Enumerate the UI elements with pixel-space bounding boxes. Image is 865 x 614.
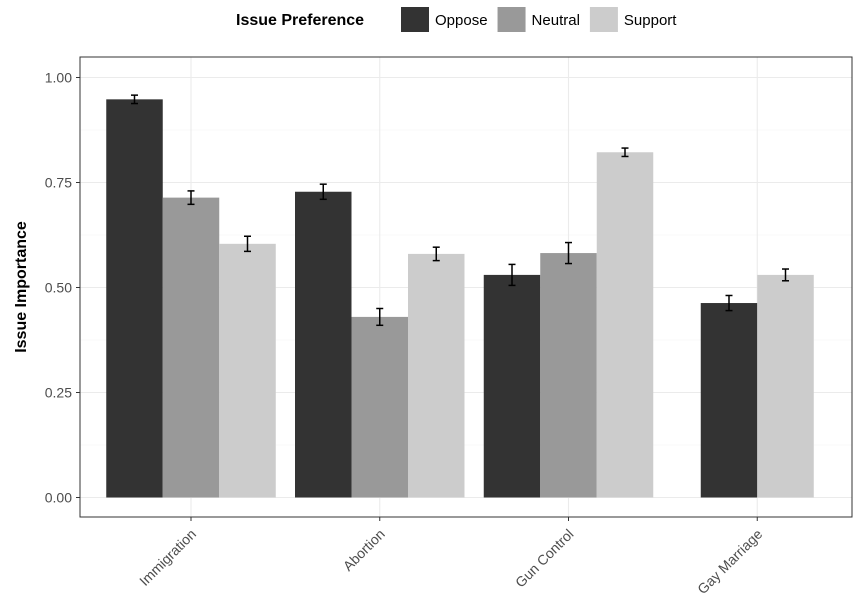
bar-neutral-immigration — [162, 197, 220, 498]
bar-support-gay-marriage — [757, 274, 814, 498]
legend: Issue Preference Oppose Neutral Support — [236, 7, 677, 32]
y-axis: 0.00 0.25 0.50 0.75 1.00 — [45, 70, 80, 506]
legend-key-neutral — [497, 7, 526, 32]
bar-oppose-gun-control — [483, 274, 541, 498]
y-tick-label: 1.00 — [45, 70, 72, 86]
bar-support-abortion — [408, 253, 465, 498]
bars — [106, 99, 814, 498]
bar-oppose-gay-marriage — [700, 303, 758, 498]
x-tick-label: Gun Control — [512, 526, 577, 591]
bar-oppose-immigration — [106, 99, 163, 498]
legend-key-support — [589, 7, 618, 32]
bar-support-gun-control — [596, 152, 654, 498]
legend-title: Issue Preference — [236, 12, 364, 29]
bar-neutral-gun-control — [540, 253, 597, 498]
x-axis: Immigration Abortion Gun Control Gay Marria… — [136, 517, 766, 597]
bar-oppose-abortion — [295, 191, 352, 498]
x-tick-label: Abortion — [340, 526, 388, 574]
error-bars — [131, 94, 789, 327]
bar-neutral-abortion — [351, 316, 408, 498]
legend-key-oppose — [401, 7, 429, 32]
y-tick-label: 0.75 — [45, 175, 72, 191]
y-tick-label: 0.00 — [45, 490, 72, 506]
x-tick-label: Gay Marriage — [694, 526, 765, 597]
y-axis-label: Issue Importance — [13, 221, 30, 353]
legend-label-neutral: Neutral — [532, 12, 580, 29]
bar-support-immigration — [219, 243, 276, 498]
legend-label-oppose: Oppose — [435, 12, 488, 29]
legend-label-support: Support — [624, 12, 677, 29]
y-tick-label: 0.50 — [45, 280, 72, 296]
x-tick-label: Immigration — [136, 526, 199, 589]
y-tick-label: 0.25 — [45, 385, 72, 401]
